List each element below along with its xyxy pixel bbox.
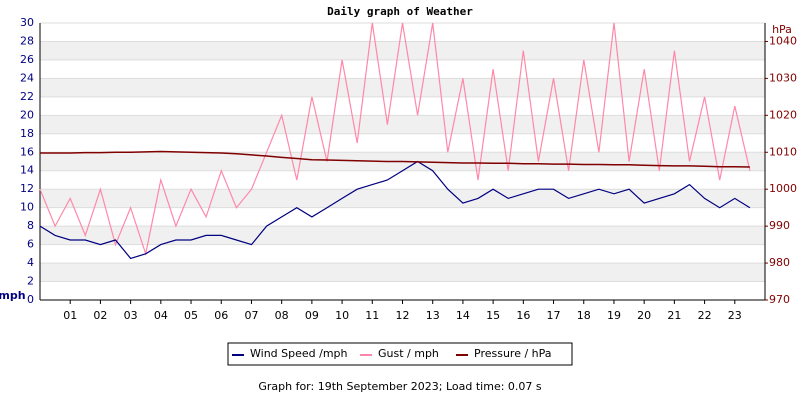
y-tick-label: 10 [20,201,34,214]
x-tick-label: 05 [184,309,198,322]
y-tick-label: 20 [20,108,34,121]
legend-box [227,342,573,366]
band [40,263,765,282]
x-tick-label: 07 [244,309,258,322]
x-tick-label: 19 [607,309,621,322]
y2-axis-label: hPa [772,23,792,36]
x-tick-label: 02 [93,309,107,322]
y2-tick-label: 1020 [769,108,797,121]
x-tick-label: 11 [365,309,379,322]
y-tick-label: 12 [20,182,34,195]
y-tick-label: 8 [27,219,34,232]
x-tick-label: 17 [547,309,561,322]
x-tick-label: 15 [486,309,500,322]
chart-title: Daily graph of Weather [327,5,473,18]
x-tick-label: 10 [335,309,349,322]
legend-label: Gust / mph [378,347,439,360]
y-tick-label: 18 [20,127,34,140]
footer: Graph for: 19th September 2023; Load tim… [258,380,542,393]
y2-tick-label: 1000 [769,182,797,195]
x-tick-label: 22 [698,309,712,322]
series-line [39,22,751,257]
y2-tick-label: 970 [769,293,790,306]
y-tick-label: 26 [20,53,34,66]
x-tick-label: 01 [63,309,77,322]
y-tick-label: 6 [27,238,34,251]
x-tick-label: 14 [456,309,470,322]
x-tick-label: 08 [275,309,289,322]
band [40,78,765,97]
series-line [39,160,751,260]
legend-label: Wind Speed /mph [250,347,348,360]
x-tick-label: 18 [577,309,591,322]
x-tick-label: 12 [396,309,410,322]
band [40,41,765,60]
legend-label: Pressure / hPa [474,347,552,360]
y-tick-label: 14 [20,164,34,177]
x-tick-label: 03 [124,309,138,322]
y2-tick-label: 980 [769,256,790,269]
y-tick-label: 16 [20,145,34,158]
y-tick-label: 28 [20,34,34,47]
y2-tick-label: 1010 [769,145,797,158]
band [40,226,765,245]
y-axis-label: mph [0,289,26,302]
band [40,189,765,208]
x-tick-label: 16 [516,309,530,322]
band [40,115,765,134]
y2-tick-label: 1030 [769,71,797,84]
x-tick-label: 13 [426,309,440,322]
x-tick-label: 23 [728,309,742,322]
x-tick-label: 04 [154,309,168,322]
x-tick-label: 20 [637,309,651,322]
y2-tick-label: 1040 [769,34,797,47]
y-tick-label: 2 [27,275,34,288]
x-tick-label: 21 [667,309,681,322]
y-tick-label: 22 [20,90,34,103]
y2-tick-label: 990 [769,219,790,232]
x-tick-label: 09 [305,309,319,322]
series-line [40,150,750,168]
y-tick-label: 30 [20,16,34,29]
x-tick-label: 06 [214,309,228,322]
y-tick-label: 0 [27,293,34,306]
y-tick-label: 24 [20,71,34,84]
y-tick-label: 4 [27,256,34,269]
